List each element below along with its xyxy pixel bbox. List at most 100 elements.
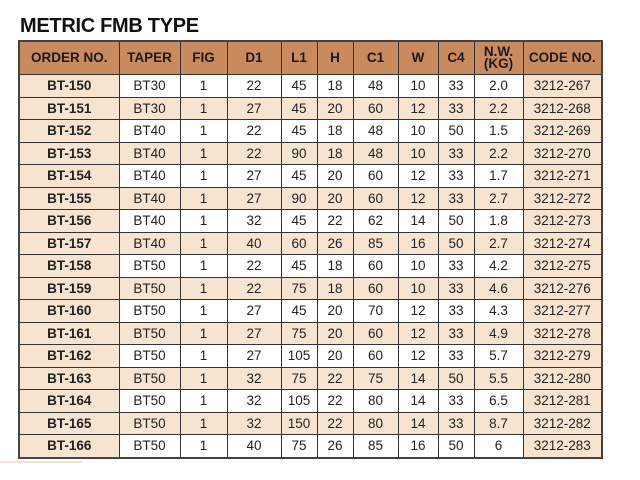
table-cell: 1 [179, 186, 228, 210]
table-cell: 3212-279 [522, 344, 603, 368]
table-cell: 22 [226, 141, 282, 165]
table-cell: BT-165 [18, 411, 120, 435]
table-cell: 3212-269 [522, 119, 603, 143]
fmb-spec-table: ORDER NO. TAPER FIG D1 L1 H C1 W C4 N.W. (KG) CODE… [18, 40, 603, 459]
table-row: BT-154 BT40 1 27 45 20 60 12 33 1.7 3212-271 [18, 164, 603, 188]
table-cell: 40 [226, 434, 282, 458]
table-cell: 90 [280, 186, 318, 210]
table-cell: 105 [280, 344, 318, 368]
table-cell: BT-163 [18, 366, 120, 390]
table-cell: BT50 [118, 411, 181, 435]
table-cell: 1 [179, 344, 228, 368]
table-cell: 50 [437, 119, 475, 143]
table-row: BT-156 BT40 1 32 45 22 62 14 50 1.8 3212-273 [18, 209, 603, 233]
table-cell: 1 [179, 299, 228, 323]
table-cell: 14 [397, 389, 439, 413]
table-cell: 1 [179, 96, 228, 120]
table-cell: 20 [316, 186, 354, 210]
table-cell: BT-160 [18, 299, 120, 323]
table-cell: 5.7 [473, 344, 524, 368]
table-cell: 12 [397, 299, 439, 323]
table-cell: 3212-276 [522, 276, 603, 300]
table-cell: 22 [316, 411, 354, 435]
table-cell: 32 [226, 209, 282, 233]
column-header: L1 [280, 40, 318, 75]
table-cell: BT50 [118, 344, 181, 368]
table-cell: BT50 [118, 321, 181, 345]
table-cell: 90 [280, 141, 318, 165]
table-cell: 22 [316, 209, 354, 233]
table-cell: 20 [316, 344, 354, 368]
table-row: BT-152 BT40 1 22 45 18 48 10 50 1.5 3212-269 [18, 119, 603, 143]
table-cell: 8.7 [473, 411, 524, 435]
table-cell: 1.5 [473, 119, 524, 143]
table-cell: BT-155 [18, 186, 120, 210]
table-cell: 33 [437, 321, 475, 345]
table-cell: BT50 [118, 254, 181, 278]
table-cell: BT40 [118, 231, 181, 255]
table-cell: BT30 [118, 96, 181, 120]
table-cell: 48 [352, 141, 399, 165]
table-cell: 22 [316, 366, 354, 390]
table-cell: 75 [280, 276, 318, 300]
table-row: BT-155 BT40 1 27 90 20 60 12 33 2.7 3212-272 [18, 186, 603, 210]
column-header: TAPER [118, 40, 181, 75]
table-cell: BT30 [118, 74, 181, 98]
table-cell: 10 [397, 119, 439, 143]
table-row: BT-165 BT50 1 32 150 22 80 14 33 8.7 3212-282 [18, 411, 603, 435]
table-cell: 50 [437, 366, 475, 390]
table-cell: 50 [437, 231, 475, 255]
table-cell: 32 [226, 366, 282, 390]
table-cell: 80 [352, 411, 399, 435]
column-header: C4 [437, 40, 475, 75]
table-cell: 4.2 [473, 254, 524, 278]
table-cell: 1 [179, 209, 228, 233]
table-cell: BT40 [118, 141, 181, 165]
table-cell: 33 [437, 411, 475, 435]
table-cell: BT50 [118, 299, 181, 323]
table-cell: BT-151 [18, 96, 120, 120]
table-cell: 48 [352, 119, 399, 143]
table-cell: 1 [179, 411, 228, 435]
table-cell: 33 [437, 74, 475, 98]
table-cell: 45 [280, 299, 318, 323]
table-cell: 48 [352, 74, 399, 98]
table-cell: 26 [316, 434, 354, 458]
table-cell: 3212-274 [522, 231, 603, 255]
table-cell: 22 [226, 276, 282, 300]
table-cell: 60 [352, 96, 399, 120]
table-cell: 75 [280, 366, 318, 390]
table-row: BT-166 BT50 1 40 75 26 85 16 50 6 3212-283 [18, 434, 603, 458]
table-row: BT-153 BT40 1 22 90 18 48 10 33 2.2 3212-270 [18, 141, 603, 165]
table-cell: 16 [397, 434, 439, 458]
table-cell: 33 [437, 141, 475, 165]
table-cell: 14 [397, 366, 439, 390]
divider [0, 461, 82, 463]
header-row: ORDER NO. TAPER FIG D1 L1 H C1 W C4 N.W. (KG) CODE… [18, 40, 603, 75]
table-row: BT-150 BT30 1 22 45 18 48 10 33 2.0 3212-267 [18, 74, 603, 98]
table-cell: 60 [352, 254, 399, 278]
table-cell: BT-156 [18, 209, 120, 233]
table-cell: 12 [397, 344, 439, 368]
table-cell: 60 [280, 231, 318, 255]
table-row: BT-163 BT50 1 32 75 22 75 14 50 5.5 3212-280 [18, 366, 603, 390]
table-cell: 2.7 [473, 231, 524, 255]
table-cell: 75 [280, 434, 318, 458]
table-cell: 33 [437, 96, 475, 120]
table-cell: 3212-277 [522, 299, 603, 323]
page-title: METRIC FMB TYPE [20, 15, 199, 37]
table-cell: 10 [397, 254, 439, 278]
table-cell: BT-158 [18, 254, 120, 278]
table-cell: 3212-283 [522, 434, 603, 458]
table-cell: 62 [352, 209, 399, 233]
table-cell: 1 [179, 254, 228, 278]
table-cell: BT-166 [18, 434, 120, 458]
table-cell: 1 [179, 164, 228, 188]
table-cell: 33 [437, 186, 475, 210]
table-cell: 22 [316, 389, 354, 413]
table-cell: 45 [280, 74, 318, 98]
table-cell: 1 [179, 141, 228, 165]
table-row: BT-158 BT50 1 22 45 18 60 10 33 4.2 3212-275 [18, 254, 603, 278]
table-cell: BT40 [118, 186, 181, 210]
table-cell: 1 [179, 389, 228, 413]
